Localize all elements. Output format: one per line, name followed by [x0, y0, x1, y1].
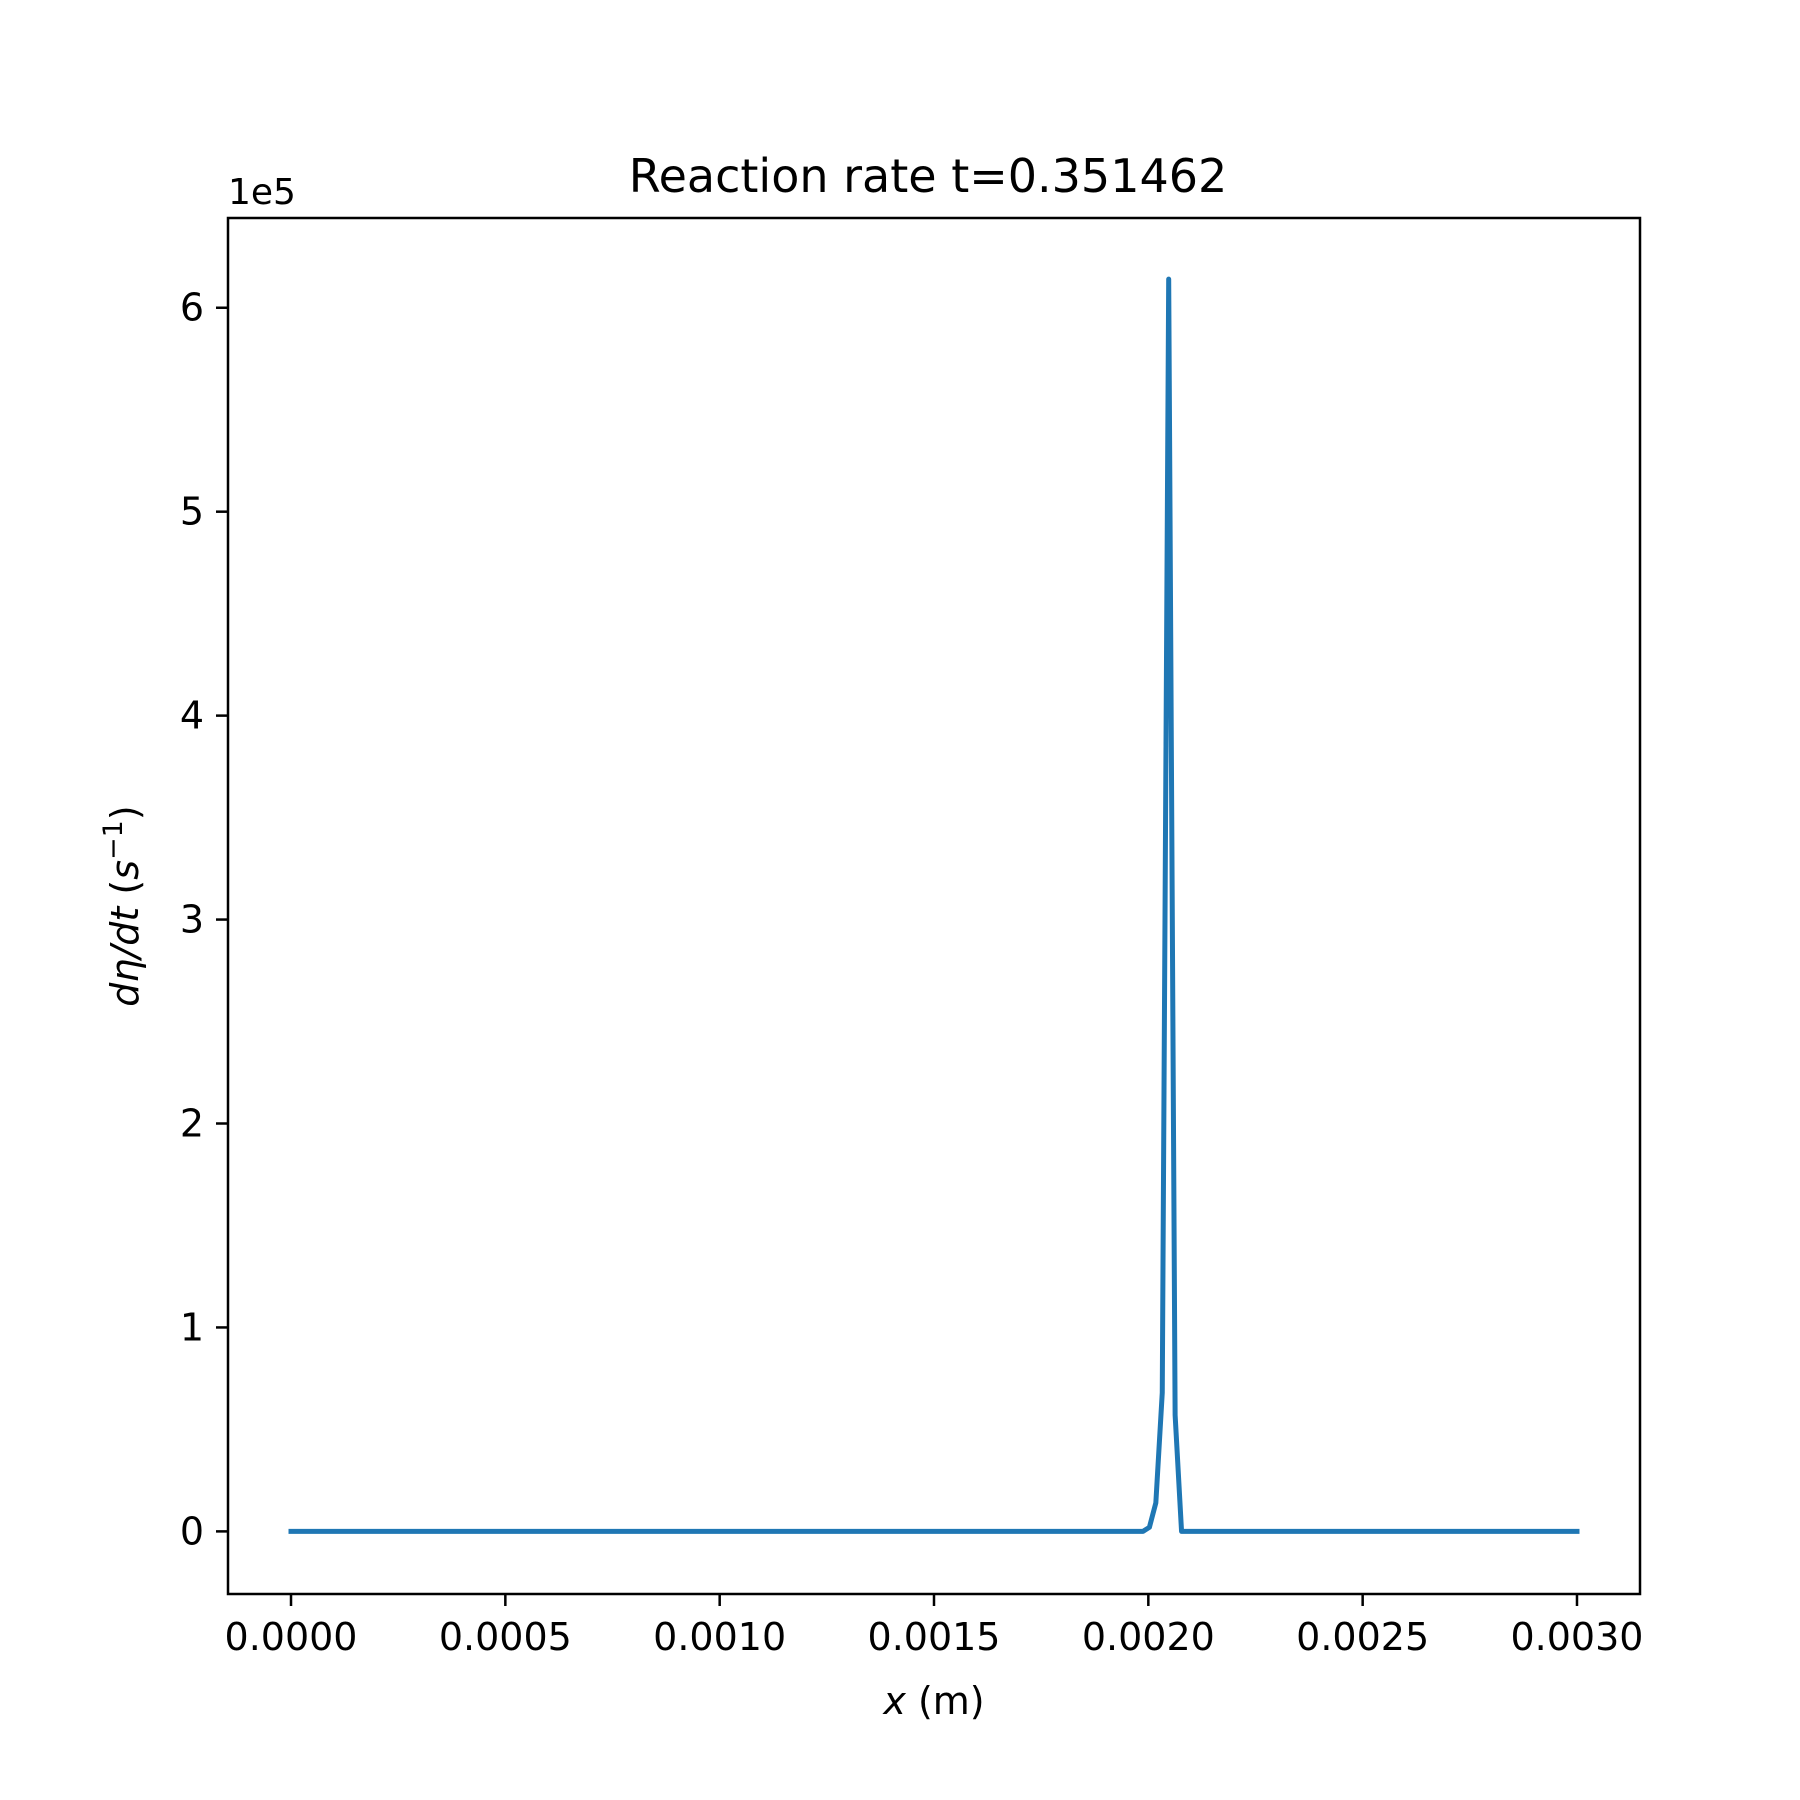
y-axis-label-close: ) — [103, 805, 147, 820]
plot-area — [288, 276, 1580, 1534]
y-axis-label: dη/dt (s−1) — [98, 805, 147, 1006]
y-axis-ticks: 0 1 2 3 4 5 6 — [180, 286, 228, 1553]
series-line-0 — [288, 276, 1580, 1534]
axes-frame — [226, 216, 1642, 1596]
y-offset-text: 1e5 — [228, 172, 296, 213]
x-tick-label-4: 0.0020 — [1082, 1615, 1215, 1659]
y-tick-label-4: 4 — [180, 694, 204, 738]
x-tick-label-6: 0.0030 — [1511, 1615, 1644, 1659]
y-tick-label-6: 6 — [180, 286, 204, 330]
y-axis-label-var: dη/dt — [103, 905, 147, 1007]
y-axis-label-sup: −1 — [98, 820, 129, 860]
y-tick-label-3: 3 — [180, 898, 204, 942]
x-tick-label-0: 0.0000 — [225, 1615, 358, 1659]
y-axis-label-unit: s — [103, 860, 147, 880]
y-tick-label-1: 1 — [180, 1305, 204, 1349]
y-tick-label-2: 2 — [180, 1102, 204, 1146]
y-axis-label-open: ( — [103, 880, 147, 907]
x-tick-label-3: 0.0015 — [868, 1615, 1001, 1659]
y-tick-label-0: 0 — [180, 1509, 204, 1553]
x-axis-label: x (m) — [882, 1679, 984, 1723]
y-tick-label-5: 5 — [180, 490, 204, 534]
x-tick-label-2: 0.0010 — [653, 1615, 786, 1659]
x-axis-label-unit: (m) — [906, 1679, 985, 1723]
x-axis-ticks: 0.0000 0.0005 0.0010 0.0015 0.0020 0.0025 0.00… — [225, 1594, 1644, 1659]
x-tick-label-1: 0.0005 — [439, 1615, 572, 1659]
x-axis-label-var: x — [882, 1679, 906, 1723]
chart-title: Reaction rate t=0.351462 — [629, 149, 1228, 203]
x-tick-label-5: 0.0025 — [1296, 1615, 1429, 1659]
